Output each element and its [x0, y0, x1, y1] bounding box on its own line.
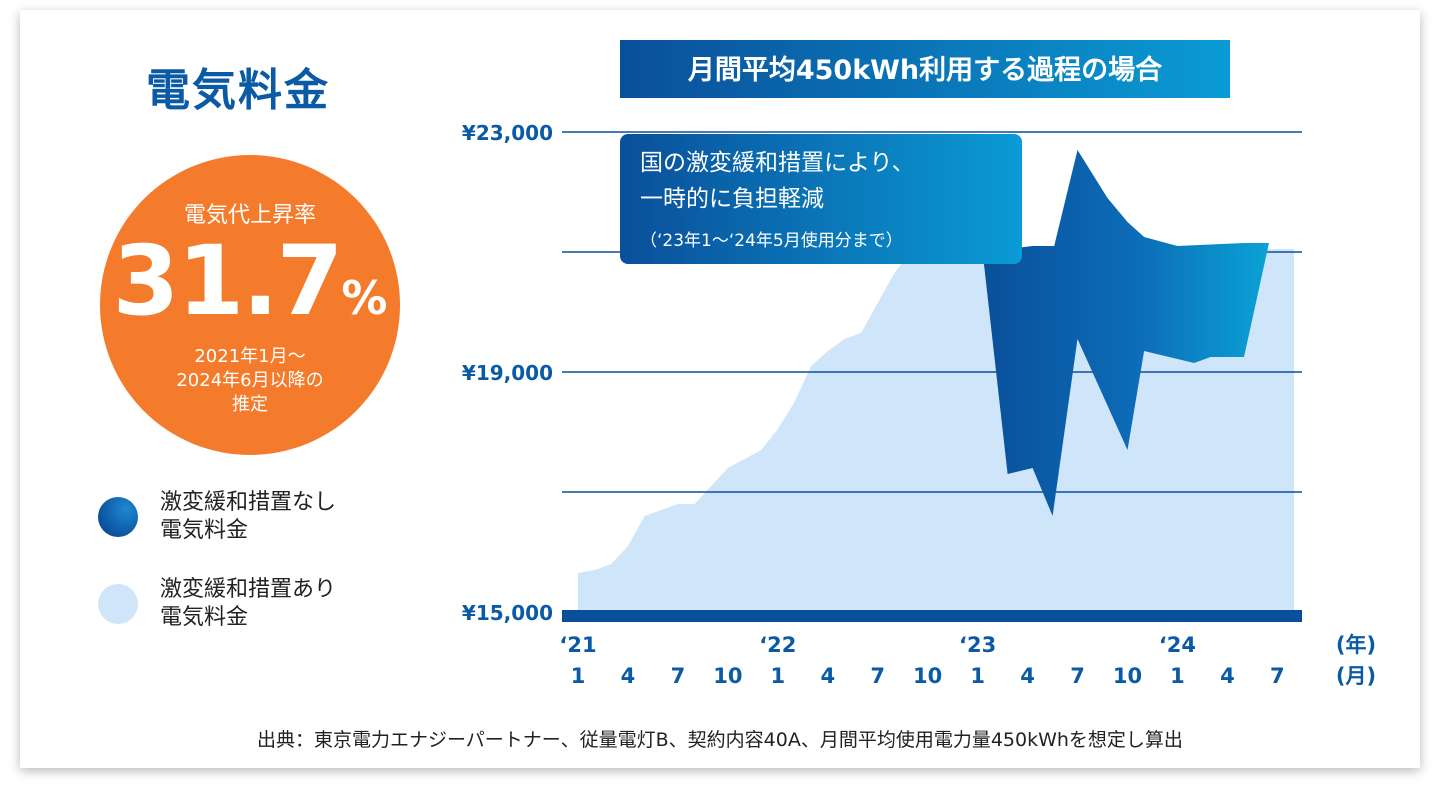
x-tick-month: 10	[713, 664, 742, 688]
x-tick-month: 7	[1270, 664, 1285, 688]
x-tick-month: 1	[771, 664, 786, 688]
badge-period: 2021年1月～ 2024年6月以降の 推定	[176, 346, 324, 415]
x-tick-month: 4	[1220, 664, 1235, 688]
x-tick-month: 4	[1020, 664, 1035, 688]
x-unit-month: (月)	[1336, 664, 1376, 688]
x-tick-month: 1	[1170, 664, 1185, 688]
x-tick-month: 7	[870, 664, 885, 688]
x-tick-month: 10	[913, 664, 942, 688]
x-unit-year: (年)	[1336, 633, 1376, 657]
annotation-box	[620, 134, 1022, 264]
band-without-relief	[982, 150, 1269, 516]
x-tick-month: 4	[820, 664, 835, 688]
annotation-line3: （‘23年1～‘24年5月使用分まで）	[640, 230, 903, 251]
badge-value: 31.7%	[100, 233, 400, 329]
chart-title-bar	[620, 40, 1230, 98]
annotation-line2: 一時的に負担軽減	[640, 186, 824, 212]
baseline-bar	[562, 610, 1302, 622]
x-tick-month: 4	[621, 664, 636, 688]
x-tick-month: 1	[571, 664, 586, 688]
legend-label: 激変緩和措置なし 電気料金	[160, 490, 337, 543]
badge-label: 電気代上昇率	[183, 203, 316, 228]
legend-label: 激変緩和措置あり 電気料金	[160, 577, 337, 630]
legend-swatch-light	[98, 584, 138, 624]
x-tick-year: ‘22	[759, 633, 796, 657]
source-note: 出典：東京電力エナジーパートナー、従量電灯B、契約内容40A、月間平均使用電力量…	[257, 729, 1183, 751]
x-tick-month: 1	[970, 664, 985, 688]
x-tick-month: 7	[1070, 664, 1085, 688]
x-tick-year: ‘23	[959, 633, 996, 657]
x-tick-month: 7	[671, 664, 686, 688]
x-tick-year: ‘24	[1159, 633, 1196, 657]
badge-unit: %	[341, 271, 388, 325]
legend-swatch-dark	[98, 497, 138, 537]
chart-title: 月間平均450kWh利用する過程の場合	[687, 54, 1162, 86]
annotation-line1: 国の激変緩和措置により、	[640, 150, 915, 176]
y-tick-label: ¥15,000	[462, 601, 553, 625]
y-tick-label: ¥19,000	[462, 361, 553, 385]
badge-number: 31.7	[112, 225, 344, 337]
x-tick-month: 10	[1113, 664, 1142, 688]
page-title: 電気料金	[146, 65, 330, 116]
increase-rate-badge: 電気代上昇率 31.7% 2021年1月～ 2024年6月以降の 推定	[100, 155, 400, 455]
x-tick-year: ‘21	[559, 633, 596, 657]
legend-item-without-relief: 激変緩和措置なし 電気料金	[98, 489, 336, 545]
legend-item-with-relief: 激変緩和措置あり 電気料金	[98, 576, 336, 632]
y-tick-label: ¥23,000	[462, 121, 553, 145]
